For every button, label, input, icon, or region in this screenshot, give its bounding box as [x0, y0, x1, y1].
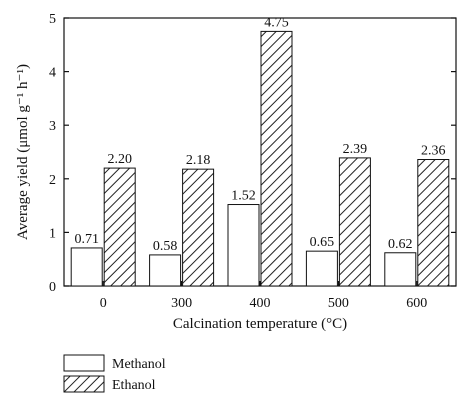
x-tick-label: 400	[250, 296, 271, 311]
bar-ethanol	[338, 157, 371, 287]
x-tick-label: 500	[328, 296, 349, 311]
bar-methanol	[227, 204, 260, 287]
data-label-ethanol: 2.20	[107, 152, 132, 167]
data-label-methanol: 1.52	[231, 189, 256, 204]
legend-swatch-methanol	[63, 354, 105, 372]
data-label-methanol: 0.65	[310, 235, 335, 250]
data-label-ethanol: 4.75	[264, 15, 289, 30]
y-axis: 0 1 2 3 4 5	[49, 12, 456, 295]
plot-area: 0 1 2 3 4 5 0 300 400 500 600 0.71 2.20 0.58 2.18 1.5…	[49, 12, 457, 311]
legend: Methanol Ethanol	[63, 354, 166, 393]
bar-ethanol	[182, 168, 215, 287]
legend-item-methanol: Methanol	[63, 354, 166, 372]
data-label-methanol: 0.58	[153, 239, 178, 254]
y-tick-label: 0	[49, 280, 56, 295]
legend-label-ethanol: Ethanol	[112, 378, 156, 393]
x-axis-title: Calcination temperature (°C)	[173, 316, 347, 332]
data-label-methanol: 0.62	[388, 237, 413, 252]
bar-methanol	[305, 250, 338, 287]
bar-methanol	[149, 254, 182, 287]
bar-methanol	[70, 247, 103, 287]
y-tick-label: 3	[49, 119, 56, 134]
data-label-methanol: 0.71	[74, 232, 99, 247]
y-tick-label: 2	[49, 173, 56, 188]
bar-ethanol	[417, 159, 450, 287]
legend-label-methanol: Methanol	[112, 357, 166, 372]
x-axis: 0 300 400 500 600	[100, 281, 427, 311]
legend-swatch-ethanol	[63, 375, 105, 393]
x-tick-label: 0	[100, 296, 107, 311]
data-label-ethanol: 2.39	[343, 142, 368, 157]
value-labels: 0.71 2.20 0.58 2.18 1.52 4.75 0.65 2.39 0.62 2.36	[74, 15, 445, 254]
x-tick-label: 300	[171, 296, 192, 311]
y-axis-title: Average yield (μmol g⁻¹ h⁻¹)	[15, 64, 31, 240]
data-label-ethanol: 2.18	[186, 153, 211, 168]
bars	[70, 30, 450, 287]
y-tick-label: 1	[49, 226, 56, 241]
bar-methanol	[384, 252, 417, 287]
y-tick-label: 5	[49, 12, 56, 27]
x-tick-label: 600	[406, 296, 427, 311]
bar-ethanol	[260, 30, 293, 287]
bar-ethanol	[103, 167, 136, 287]
data-label-ethanol: 2.36	[421, 144, 446, 159]
y-tick-label: 4	[49, 66, 56, 81]
legend-item-ethanol: Ethanol	[63, 375, 156, 393]
